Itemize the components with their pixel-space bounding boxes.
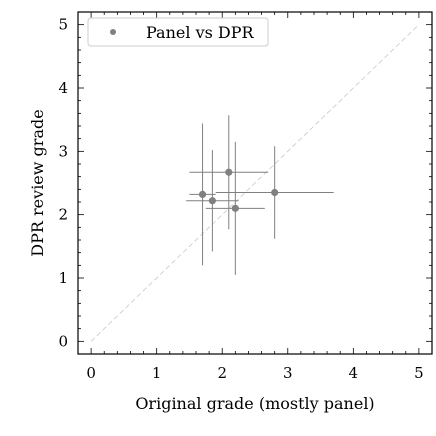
- legend: Panel vs DPR: [87, 17, 269, 47]
- reference-line-layer: [90, 24, 420, 342]
- x-axis-label: Original grade (mostly panel): [135, 394, 374, 413]
- y-tick-label-5: 5: [58, 16, 68, 34]
- x-tick-label-2: 2: [217, 364, 227, 382]
- data-point-4: [271, 188, 279, 197]
- tick-layer: 0 1 2 3 4 5 0 1 2 3 4 5: [58, 12, 432, 382]
- data-point-3: [231, 204, 239, 212]
- x-tick-label-5: 5: [414, 364, 424, 382]
- plot-frame: [77, 11, 433, 355]
- error-bar-layer: [186, 115, 334, 275]
- data-point-1: [208, 197, 216, 205]
- x-tick-label-1: 1: [152, 364, 162, 382]
- legend-entry-label: Panel vs DPR: [146, 23, 254, 42]
- data-point-2: [225, 168, 233, 176]
- identity-reference-line: [90, 24, 420, 342]
- data-point-0: [198, 190, 207, 198]
- data-point-layer: [198, 168, 279, 212]
- y-tick-label-1: 1: [58, 269, 68, 287]
- y-tick-label-2: 2: [58, 206, 68, 224]
- x-tick-label-4: 4: [349, 364, 359, 382]
- x-tick-label-0: 0: [86, 364, 96, 382]
- legend-marker: [110, 29, 116, 35]
- y-tick-label-0: 0: [58, 332, 68, 350]
- y-axis-label: DPR review grade: [28, 109, 47, 256]
- x-tick-label-3: 3: [283, 364, 293, 382]
- y-tick-label-4: 4: [58, 79, 68, 97]
- legend-box: [87, 17, 269, 47]
- y-tick-label-3: 3: [58, 142, 68, 160]
